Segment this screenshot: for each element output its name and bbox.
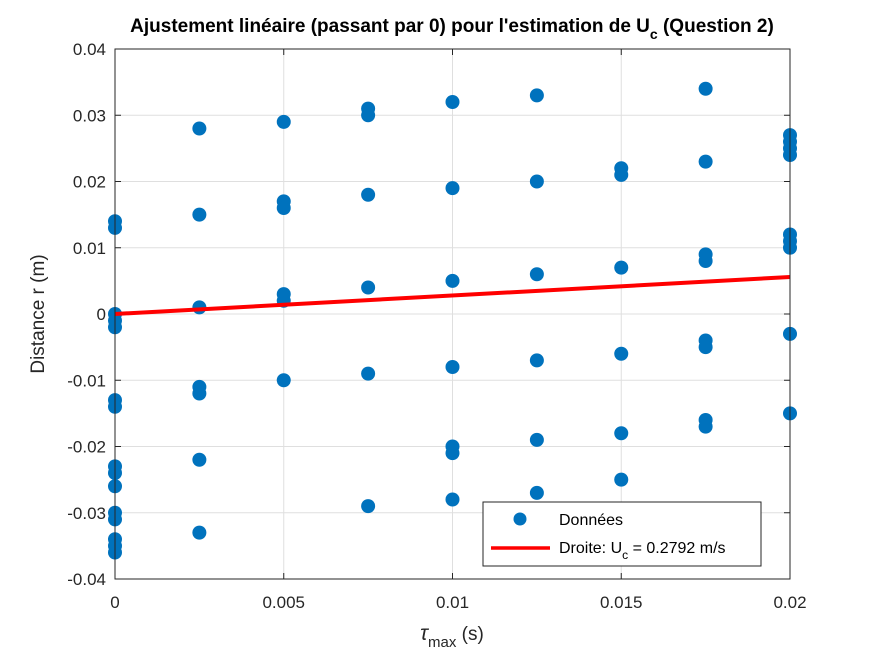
data-point-32 [361,366,376,381]
y-tick-label-6: 0.02 [73,173,106,192]
data-point-35 [445,181,460,196]
data-point-50 [614,346,629,361]
chart-title-main: Ajustement linéaire (passant par 0) pour… [130,16,650,37]
legend-marker-donnees [513,512,527,526]
data-point-52 [614,472,629,487]
tick-labels: 0 0.005 0.01 0.015 0.02 -0.04 -0.03 -0.02 -0.01 0… [67,40,806,612]
x-axis-label-suffix: (s) [456,624,483,645]
y-tick-label-2: -0.02 [67,438,106,457]
y-tick-label-3: -0.01 [67,371,106,390]
legend-label-donnees: Données [559,512,623,529]
legend: Données Droite: Uc = 0.2792 m/s [482,501,762,567]
chart-title-suffix: (Question 2) [658,16,774,37]
y-tick-label-8: 0.04 [73,40,106,59]
y-tick-label-0: -0.04 [67,570,106,589]
data-point-44 [529,353,544,368]
data-point-29 [361,108,376,123]
y-tick-label-5: 0.01 [73,239,106,258]
x-tick-label-2: 0.01 [436,593,469,612]
y-tick-label-1: -0.03 [67,504,106,523]
y-tick-label-7: 0.03 [73,106,106,125]
data-point-40 [445,492,460,507]
legend-label-droite-main: Droite: U [559,540,622,557]
data-point-53 [698,81,713,96]
data-point-30 [361,187,376,202]
chart-title: Ajustement linéaire (passant par 0) pour… [130,16,774,42]
x-tick-label-3: 0.015 [600,593,643,612]
axes-outline [114,48,791,580]
data-point-48 [614,167,629,182]
data-point-33 [361,499,376,514]
x-axis-label-subscript: max [428,634,457,651]
data-point-39 [445,446,460,461]
data-point-43 [529,267,544,282]
fit-line-segment [114,275,791,316]
chart-title-subscript: c [650,26,658,42]
axes-box [114,48,791,580]
data-point-46 [529,485,544,500]
data-point-45 [529,432,544,447]
x-tick-label-0: 0 [110,593,119,612]
fit-line [114,275,791,316]
data-point-51 [614,426,629,441]
y-tick-label-4: 0 [97,305,106,324]
legend-label-droite-suffix: = 0.2792 m/s [628,540,725,557]
data-point-58 [698,340,713,355]
data-point-36 [445,273,460,288]
data-point-54 [698,154,713,169]
data-point-60 [698,419,713,434]
legend-label-droite: Droite: Uc = 0.2792 m/s [559,540,726,562]
data-point-34 [445,95,460,109]
data-point-21 [192,525,207,540]
x-tick-label-1: 0.005 [262,593,305,612]
data-point-19 [192,386,207,401]
y-axis-label: Distance r (m) [28,254,49,373]
data-point-27 [276,373,291,388]
data-point-49 [614,260,629,275]
x-axis-label-main: τ [420,622,429,645]
data-point-56 [698,254,713,268]
x-axis-label: τmax (s) [420,622,484,651]
data-point-15 [192,121,207,136]
data-point-42 [529,174,544,189]
data-point-16 [192,207,207,222]
data-point-24 [276,201,291,215]
data-point-20 [192,452,207,467]
x-tick-label-4: 0.02 [773,593,806,612]
data-point-31 [361,280,376,295]
legend-label-droite-subscript: c [622,548,628,562]
data-point-22 [276,114,291,129]
data-point-41 [529,88,544,103]
legend-box [482,501,762,567]
data-point-37 [445,360,460,374]
